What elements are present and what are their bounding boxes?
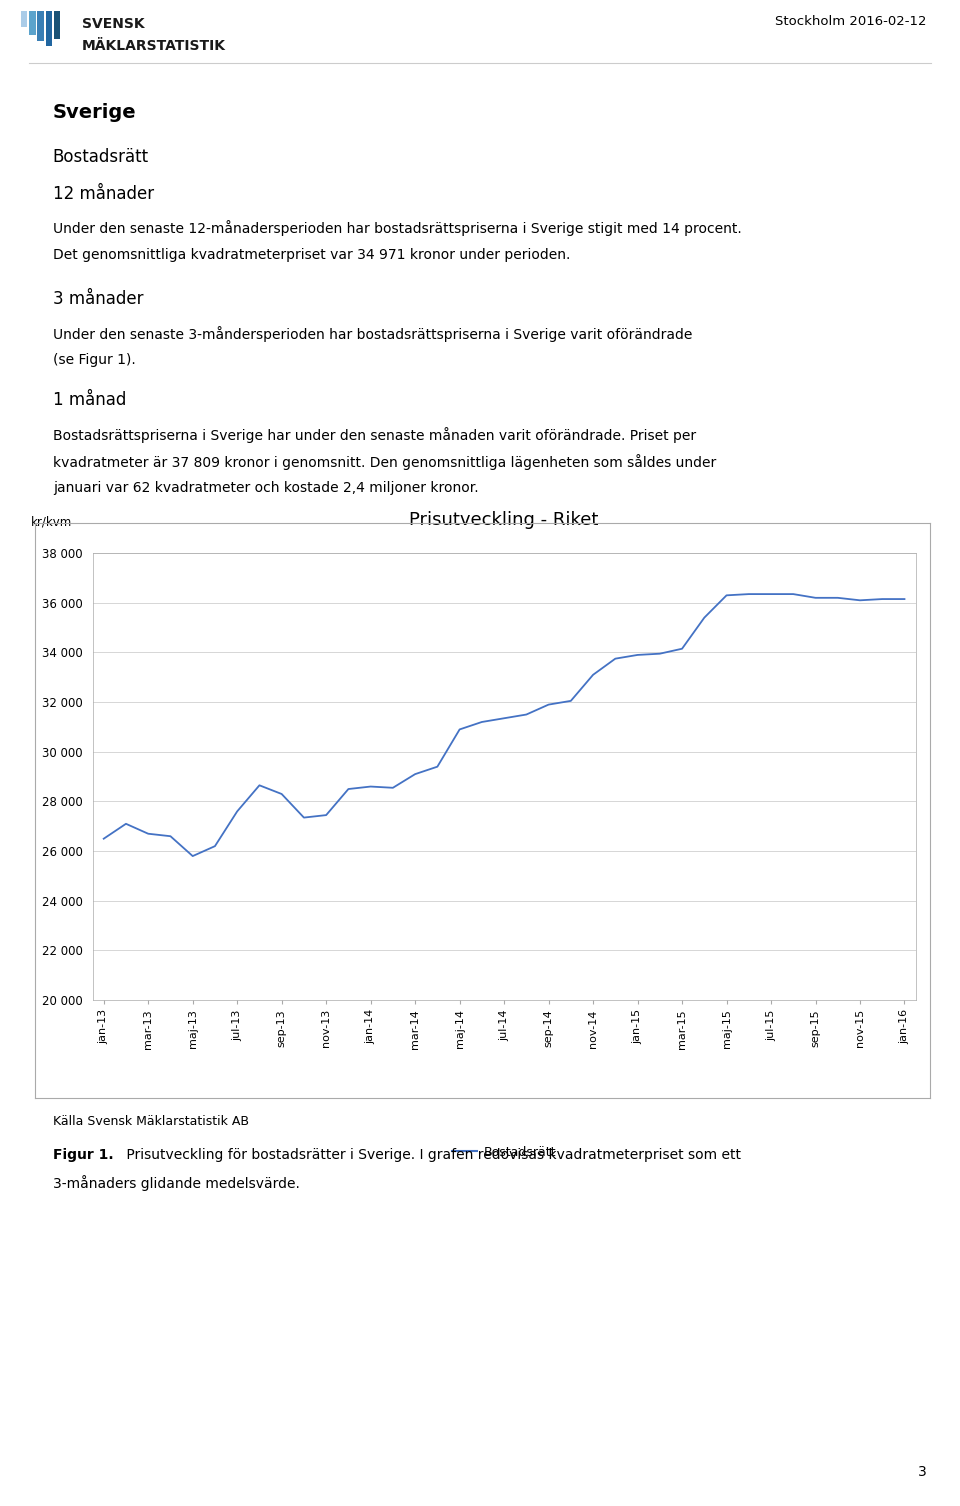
Text: 3 månader: 3 månader bbox=[53, 291, 143, 309]
Text: 12 månader: 12 månader bbox=[53, 185, 154, 203]
Text: 3: 3 bbox=[918, 1465, 926, 1479]
Text: kr/kvm: kr/kvm bbox=[31, 515, 72, 529]
Text: 1 månad: 1 månad bbox=[53, 392, 126, 410]
Text: Figur 1.: Figur 1. bbox=[53, 1148, 113, 1163]
Text: SVENSK: SVENSK bbox=[82, 18, 144, 32]
Text: Prisutveckling - Riket: Prisutveckling - Riket bbox=[409, 511, 599, 529]
Text: 3-månaders glidande medelsvärde.: 3-månaders glidande medelsvärde. bbox=[53, 1175, 300, 1191]
Text: MÄKLARSTATISTIK: MÄKLARSTATISTIK bbox=[82, 39, 226, 53]
Text: kvadratmeter är 37 809 kronor i genomsnitt. Den genomsnittliga lägenheten som så: kvadratmeter är 37 809 kronor i genomsni… bbox=[53, 453, 716, 470]
Text: (se Figur 1).: (se Figur 1). bbox=[53, 352, 135, 367]
Text: Under den senaste 12-månadersperioden har bostadsrättspriserna i Sverige stigit : Under den senaste 12-månadersperioden ha… bbox=[53, 220, 741, 236]
Legend: Bostadsrätt: Bostadsrätt bbox=[447, 1140, 561, 1164]
Text: januari var 62 kvadratmeter och kostade 2,4 miljoner kronor.: januari var 62 kvadratmeter och kostade … bbox=[53, 480, 478, 495]
Text: Det genomsnittliga kvadratmeterpriset var 34 971 kronor under perioden.: Det genomsnittliga kvadratmeterpriset va… bbox=[53, 248, 570, 262]
Text: Källa Svensk Mäklarstatistik AB: Källa Svensk Mäklarstatistik AB bbox=[53, 1114, 249, 1128]
Text: Bostadsrättspriserna i Sverige har under den senaste månaden varit oförändrade. : Bostadsrättspriserna i Sverige har under… bbox=[53, 428, 696, 443]
Text: Under den senaste 3-måndersperioden har bostadsrättspriserna i Sverige varit ofö: Under den senaste 3-måndersperioden har … bbox=[53, 325, 692, 342]
Text: Bostadsrätt: Bostadsrätt bbox=[53, 148, 149, 166]
Text: Prisutveckling för bostadsrätter i Sverige. I grafen redovisas kvadratmeterprise: Prisutveckling för bostadsrätter i Sveri… bbox=[122, 1148, 741, 1163]
Text: Stockholm 2016-02-12: Stockholm 2016-02-12 bbox=[775, 15, 926, 29]
Text: Sverige: Sverige bbox=[53, 102, 136, 122]
